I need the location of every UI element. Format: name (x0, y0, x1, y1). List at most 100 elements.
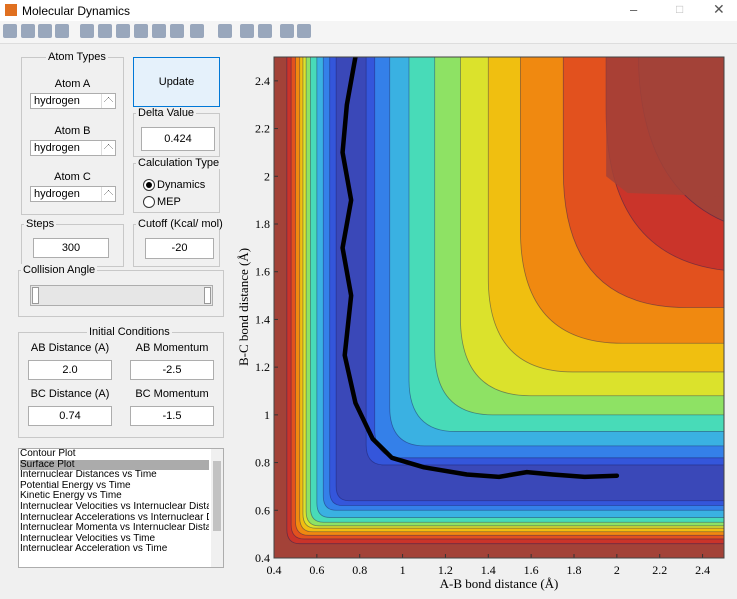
list-item[interactable]: Internuclear Accelerations vs Internucle… (20, 512, 209, 523)
trajectory (340, 57, 620, 480)
x-tick-label: 0.4 (267, 563, 282, 577)
x-tick-label: 1.8 (567, 563, 582, 577)
radio-option[interactable]: MEP (143, 196, 181, 208)
toolbar-button[interactable] (55, 24, 69, 38)
plot-list[interactable]: Contour Plot Surface Plot Internuclear Dis… (18, 448, 224, 568)
field-label: BC Distance (A) (30, 388, 110, 400)
scrollbar[interactable] (211, 449, 223, 567)
x-tick-label: 1.4 (481, 563, 496, 577)
steps-panel: Steps 300 (21, 218, 124, 267)
delta-input[interactable]: 0.424 (141, 127, 215, 151)
atom-label: Atom B (54, 124, 91, 137)
toolbar (0, 21, 737, 44)
toolbar-button[interactable] (190, 24, 204, 38)
contour-band (310, 57, 724, 523)
x-tick-label: 2.4 (695, 563, 710, 577)
y-tick-label: 1 (264, 408, 270, 422)
y-tick-label: 1.2 (255, 360, 270, 374)
maximize[interactable]: □ (676, 2, 684, 16)
field-input[interactable]: 2.0 (28, 360, 112, 380)
toolbar-button[interactable] (3, 24, 17, 38)
initial-conditions-panel: Initial Conditions AB Distance (A) 2.0 AB … (18, 326, 224, 438)
list-item[interactable]: Internuclear Distances vs Time (20, 470, 157, 481)
x-tick-label: 2.2 (652, 563, 667, 577)
panel-title: Steps (24, 218, 57, 230)
steps-input[interactable]: 300 (33, 238, 109, 258)
atom-dropdown[interactable]: hydrogen (30, 186, 116, 202)
field-input[interactable]: -2.5 (130, 360, 214, 380)
angle-slider[interactable] (30, 285, 213, 306)
slider-thumb[interactable] (32, 287, 39, 304)
toolbar-button[interactable] (98, 24, 112, 38)
atom-dropdown[interactable]: hydrogen (30, 139, 116, 156)
list-item[interactable]: Surface Plot (20, 459, 209, 471)
x-axis-label: A-B bond distance (Å) (440, 576, 559, 591)
potential-surface (274, 57, 724, 558)
close[interactable]: ✕ (713, 1, 725, 17)
scroll-thumb[interactable] (213, 461, 221, 531)
atom-dropdown[interactable]: hydrogen (30, 93, 116, 109)
list-item[interactable]: Potential Energy vs Time (20, 480, 131, 491)
field-label: AB Distance (A) (30, 342, 110, 354)
toolbar-button[interactable] (38, 24, 52, 38)
y-tick-label: 0.8 (255, 456, 270, 470)
toolbar-button[interactable] (80, 24, 94, 38)
y-tick-label: 0.6 (255, 503, 270, 517)
surface-tint (274, 57, 724, 558)
list-item[interactable]: Internuclear Acceleration vs Time (20, 544, 168, 555)
toolbar-button[interactable] (240, 24, 254, 38)
toolbar-button[interactable] (21, 24, 35, 38)
list-item[interactable]: Internuclear Velocities vs Internuclear … (20, 502, 209, 512)
delta-value-panel: Delta Value 0.424 (133, 107, 220, 157)
atom-label: Atom C (54, 171, 91, 183)
toolbar-button[interactable] (134, 24, 148, 38)
cutoff-input[interactable]: -20 (145, 238, 214, 259)
field-label: BC Momentum (135, 388, 209, 400)
list-item[interactable]: Kinetic Energy vs Time (20, 491, 122, 502)
list-item[interactable]: Internuclear Momenta vs Internuclear Dis… (20, 523, 209, 534)
atom-types-panel: Atom Types (21, 51, 124, 215)
toolbar-button[interactable] (297, 24, 311, 38)
shaded-region (606, 57, 724, 197)
toolbar-button[interactable] (170, 24, 184, 38)
list-item[interactable]: Internuclear Velocities vs Time (20, 533, 156, 544)
update-button[interactable]: Update (133, 57, 220, 107)
x-tick-label: 0.8 (352, 563, 367, 577)
y-tick-label: 2.4 (255, 74, 270, 88)
y-axis-label: B-C bond distance (Å) (236, 248, 251, 366)
cutoff-panel: Cutoff (Kcal/ mol) -20 (133, 218, 225, 267)
atom-label: Atom A (54, 78, 91, 90)
panel-title: Atom Types (46, 51, 108, 63)
contour-band (335, 57, 724, 502)
toolbar-button[interactable] (280, 24, 294, 38)
x-tick-label: 2 (614, 563, 620, 577)
y-tick-label: 1.6 (255, 265, 270, 279)
toolbar-button[interactable] (116, 24, 130, 38)
app-icon (5, 4, 17, 16)
toolbar-button[interactable] (258, 24, 272, 38)
list-item[interactable]: Contour Plot (20, 449, 76, 459)
field-input[interactable]: -1.5 (130, 406, 214, 426)
slider-end[interactable] (204, 287, 211, 304)
field-input[interactable]: 0.74 (28, 406, 112, 426)
title-bar: Molecular Dynamics – □ ✕ (0, 0, 737, 21)
toolbar-button[interactable] (152, 24, 166, 38)
panel-title: Initial Conditions (87, 326, 172, 338)
y-tick-label: 0.4 (255, 551, 270, 565)
toolbar-button[interactable] (218, 24, 232, 38)
minimize[interactable]: – (630, 2, 638, 17)
panel-title: Collision Angle (21, 264, 98, 276)
radio-option[interactable]: Dynamics (143, 179, 205, 191)
panel-title: Cutoff (Kcal/ mol) (136, 218, 225, 230)
field-label: AB Momentum (135, 342, 209, 354)
x-tick-label: 0.6 (309, 563, 324, 577)
panel-title: Delta Value (136, 107, 197, 119)
x-tick-label: 1.6 (524, 563, 539, 577)
calculation-type-panel: Calculation Type Dynamics MEP (133, 157, 222, 213)
x-tick-label: 1.2 (438, 563, 453, 577)
y-tick-label: 1.8 (255, 217, 270, 231)
y-tick-label: 1.4 (255, 312, 270, 326)
collision-angle-panel: Collision Angle (18, 264, 224, 317)
